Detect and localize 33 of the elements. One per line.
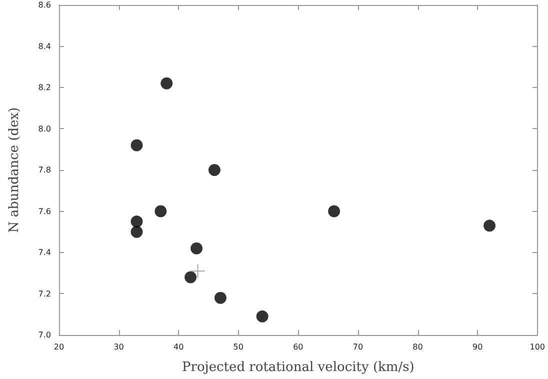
y-tick-label: 8.4: [38, 42, 51, 51]
point: [190, 264, 205, 278]
x-tick-label: 20: [54, 342, 64, 352]
point: [256, 310, 268, 322]
point: [184, 271, 197, 284]
y-tick-label: 8.2: [38, 83, 51, 92]
point: [160, 77, 173, 90]
x-tick-label: 100: [530, 342, 546, 352]
y-tick-label: 8.6: [38, 0, 51, 10]
point: [328, 205, 340, 218]
x-tick-label: 60: [293, 342, 304, 352]
x-axis-title: Projected rotational velocity (km/s): [182, 360, 414, 375]
x-tick-label: 80: [412, 342, 423, 352]
point: [130, 216, 143, 228]
y-tick-label: 7.6: [38, 206, 51, 216]
point: [208, 164, 220, 176]
point: [154, 205, 167, 218]
y-tick-label: 7.4: [38, 248, 51, 257]
point: [130, 139, 143, 152]
x-tick-label: 70: [352, 342, 364, 352]
point: [130, 226, 143, 238]
x-tick-label: 90: [472, 342, 483, 352]
point: [190, 242, 203, 254]
x-tick-label: 40: [174, 342, 184, 352]
y-axis-title: N abundance (dex): [7, 107, 22, 233]
point: [214, 292, 226, 304]
y-tick-label: 8.0: [38, 124, 51, 134]
y-tick-label: 7.2: [38, 289, 51, 298]
y-tick-label: 7.8: [38, 166, 51, 174]
x-tick-label: 50: [233, 342, 244, 352]
x-tick-label: 30: [114, 342, 124, 352]
y-tick-label: 7.0: [38, 330, 51, 340]
point: [484, 220, 496, 232]
